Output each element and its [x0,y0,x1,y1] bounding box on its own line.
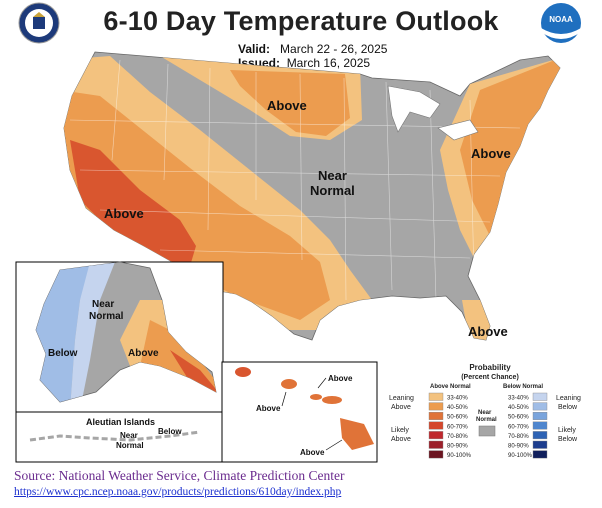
noaa-logo: NOAA [541,3,581,43]
label-hawaii-above-1: Above [328,374,353,383]
aleutian-title: Aleutian Islands [86,417,155,427]
label-above-east: Above [471,146,511,161]
legend-likely-above-line2: Above [391,436,411,443]
aleutian-inset: Aleutian Islands Near Normal Below [15,411,224,463]
legend-above-swatch-3 [428,421,444,430]
label-alaska-above: Above [128,348,159,359]
valid-dates: March 22 - 26, 2025 [280,42,388,56]
label-aleutian-near-normal-line2: Normal [116,441,144,450]
legend-leaning-below-line1: Leaning [556,395,581,402]
label-aleutian-near-normal-line1: Near [120,431,138,440]
legend-above-swatch-1 [428,402,444,411]
label-alaska-below: Below [48,348,78,359]
legend-above-bin-3: 60-70% [447,424,468,430]
legend-below-header: Below Normal [503,384,543,390]
legend-below-bin-2: 50-60% [508,415,529,421]
legend-near-normal-line2: Normal [476,417,497,423]
legend-title-line1: Probability [469,363,511,372]
legend-above-bin-0: 33-40% [447,396,468,402]
label-alaska-near-normal-line2: Normal [89,311,124,322]
conus-map [63,51,561,341]
commerce-seal-logo [18,2,60,44]
legend-above-bin-6: 90-100% [447,453,472,459]
legend-below-bin-0: 33-40% [508,396,529,402]
hawaii-inset: Above Above Above [221,361,378,463]
legend-leaning-above-line1: Leaning [389,395,414,402]
legend-near-normal-swatch [478,425,496,437]
legend-above-bin-2: 50-60% [447,415,468,421]
legend-above-header: Above Normal [430,384,471,390]
source-link[interactable]: https://www.cpc.ncep.noaa.gov/products/p… [14,486,342,498]
legend-likely-above-line1: Likely [391,427,409,434]
legend-below-swatch-2 [532,412,548,420]
legend-below-swatch-4 [532,431,548,440]
date-block: Valid: March 22 - 26, 2025 Issued: March… [238,42,387,70]
legend-below-swatch-0 [532,392,548,401]
map-title: 6-10 Day Temperature Outlook [103,6,499,36]
svg-text:NOAA: NOAA [549,15,573,24]
label-hawaii-above-3: Above [300,448,325,457]
probability-legend: Probability (Percent Chance) Above Norma… [389,363,581,459]
legend-likely-below-line2: Below [558,436,578,443]
legend-above-bin-5: 80-90% [447,444,468,450]
legend-rows: 33-40% 33-40% 40-50% 40-50% 50-60% 50-60% 60-7… [428,392,548,459]
legend-below-bin-4: 70-80% [508,434,529,440]
legend-above-swatch-5 [428,440,444,449]
alaska-inset: Near Normal Below Above [15,261,224,413]
legend-above-swatch-4 [428,431,444,440]
legend-title-line2: (Percent Chance) [461,374,519,381]
legend-below-swatch-6 [532,450,548,459]
label-near-normal-center-line1: Near [318,168,347,183]
legend-leaning-below-line2: Below [558,404,578,411]
legend-below-swatch-1 [532,402,548,411]
label-above-north: Above [267,98,307,113]
legend-above-bin-4: 70-80% [447,434,468,440]
valid-line: Valid: March 22 - 26, 2025 [238,42,387,56]
legend-below-swatch-5 [532,440,548,449]
legend-below-bin-5: 80-90% [508,444,529,450]
legend-below-bin-6: 90-100% [508,453,533,459]
label-hawaii-above-2: Above [256,404,281,413]
label-alaska-near-normal-line1: Near [92,299,114,310]
label-above-south: Above [468,324,508,339]
legend-above-bin-1: 40-50% [447,405,468,411]
issued-date: March 16, 2025 [286,56,371,70]
legend-likely-below-line1: Likely [558,427,576,434]
legend-above-swatch-2 [428,412,444,420]
source-credit: Source: National Weather Service, Climat… [14,468,345,483]
legend-above-swatch-6 [428,450,444,459]
label-above-west: Above [104,206,144,221]
label-aleutian-below: Below [158,427,182,436]
legend-above-swatch-0 [428,392,444,401]
label-near-normal-center-line2: Normal [310,183,355,198]
valid-label: Valid: [238,42,271,56]
legend-leaning-above-line2: Above [391,404,411,411]
legend-below-swatch-3 [532,421,548,430]
legend-near-normal-line1: Near [478,410,492,416]
legend-below-bin-1: 40-50% [508,405,529,411]
legend-below-bin-3: 60-70% [508,424,529,430]
